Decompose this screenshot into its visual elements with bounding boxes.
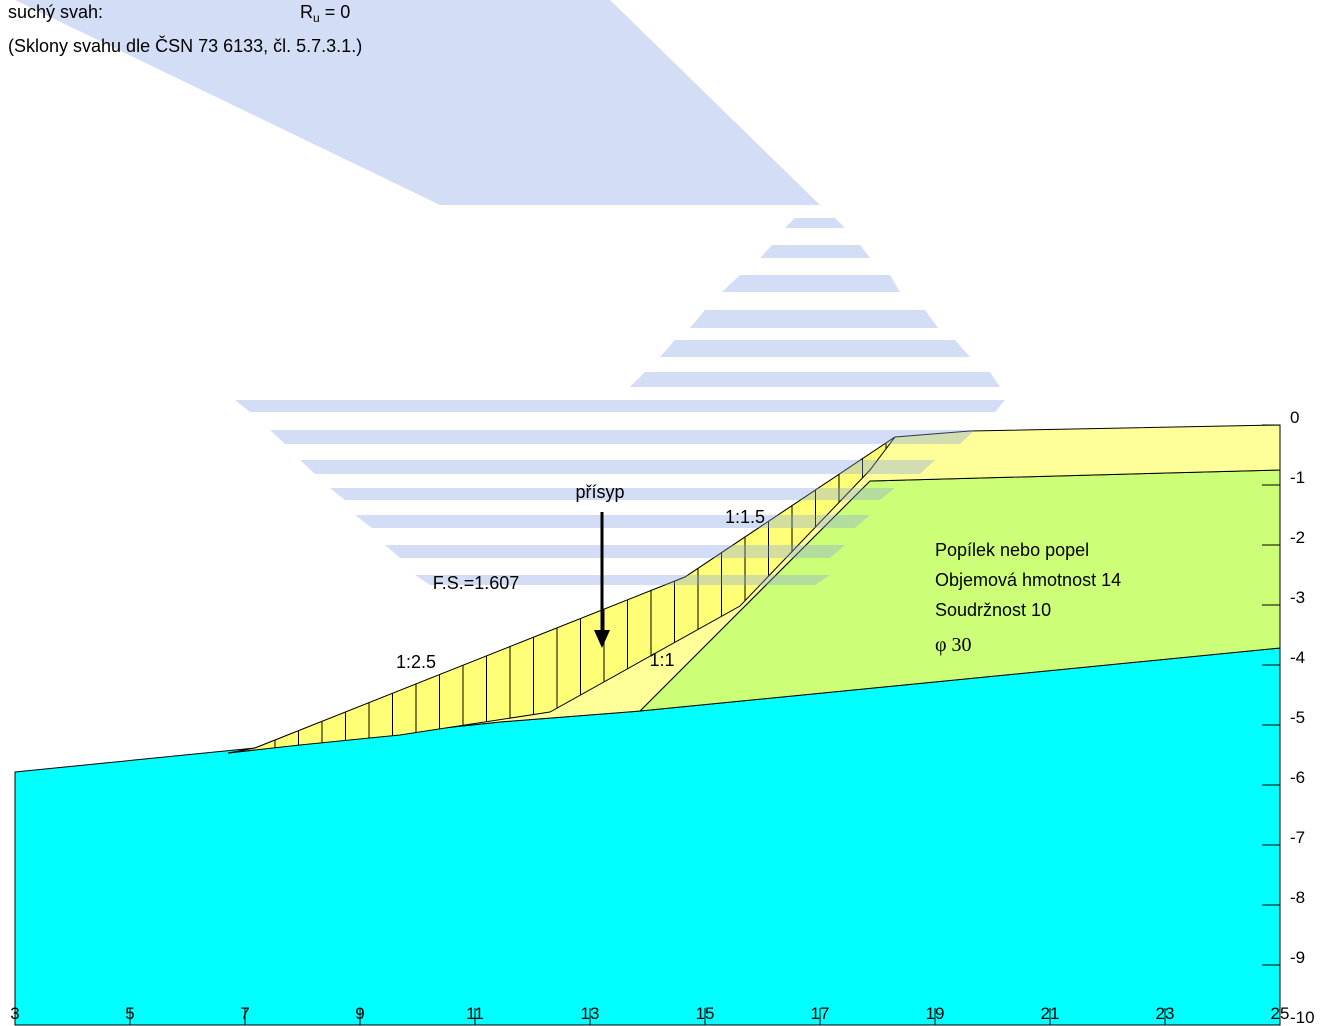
base-line <box>227 749 256 754</box>
y-tick-label: 0 <box>1290 408 1299 427</box>
x-tick-label: 5 <box>125 1004 134 1023</box>
y-tick-label: -5 <box>1290 708 1305 727</box>
x-tick-label: 3 <box>10 1004 19 1023</box>
fill-label: přísyp <box>575 482 624 502</box>
unit-weight: Objemová hmotnost 14 <box>935 570 1121 590</box>
friction: φ 30 <box>935 634 972 656</box>
y-tick-label: -6 <box>1290 768 1305 787</box>
x-tick-label: 7 <box>240 1004 249 1023</box>
y-tick-label: -3 <box>1290 588 1305 607</box>
x-tick-label: 11 <box>466 1004 484 1023</box>
condition: suchý svah: <box>8 2 103 22</box>
y-tick-label: -8 <box>1290 888 1305 907</box>
x-tick-label: 23 <box>1156 1004 1175 1023</box>
y-tick-label: -10 <box>1290 1008 1315 1026</box>
cohesion: Soudržnost 10 <box>935 600 1051 620</box>
x-tick-label: 15 <box>696 1004 715 1023</box>
watermark <box>15 0 1005 585</box>
fill-zone <box>227 436 896 754</box>
x-tick-label: 13 <box>581 1004 600 1023</box>
ru-label: Ru = 0 <box>300 2 350 25</box>
x-tick-label: 21 <box>1041 1004 1060 1023</box>
y-tick-label: -9 <box>1290 948 1305 967</box>
x-tick-label: 17 <box>811 1004 830 1023</box>
upper-slope: 1:1.5 <box>725 507 765 527</box>
y-tick-label: -7 <box>1290 828 1305 847</box>
x-tick-label: 25 <box>1271 1004 1290 1023</box>
safety-factor: F.S.=1.607 <box>433 573 520 593</box>
slices <box>274 443 887 748</box>
arrow-head <box>594 630 610 648</box>
x-tick-label: 9 <box>355 1004 364 1023</box>
note: (Sklony svahu dle ČSN 73 6133, čl. 5.7.3… <box>8 35 362 56</box>
material-name: Popílek nebo popel <box>935 540 1089 560</box>
ru-subscript: u <box>313 11 320 25</box>
y-tick-label: -4 <box>1290 648 1305 667</box>
y-tick-label: -2 <box>1290 528 1305 547</box>
inner-slope: 1:1 <box>649 650 674 670</box>
y-tick-label: -1 <box>1290 468 1305 487</box>
ru-symbol: R <box>300 2 313 22</box>
ru-value: = 0 <box>320 2 351 22</box>
lower-slope: 1:2.5 <box>396 652 436 672</box>
x-tick-label: 19 <box>926 1004 945 1023</box>
